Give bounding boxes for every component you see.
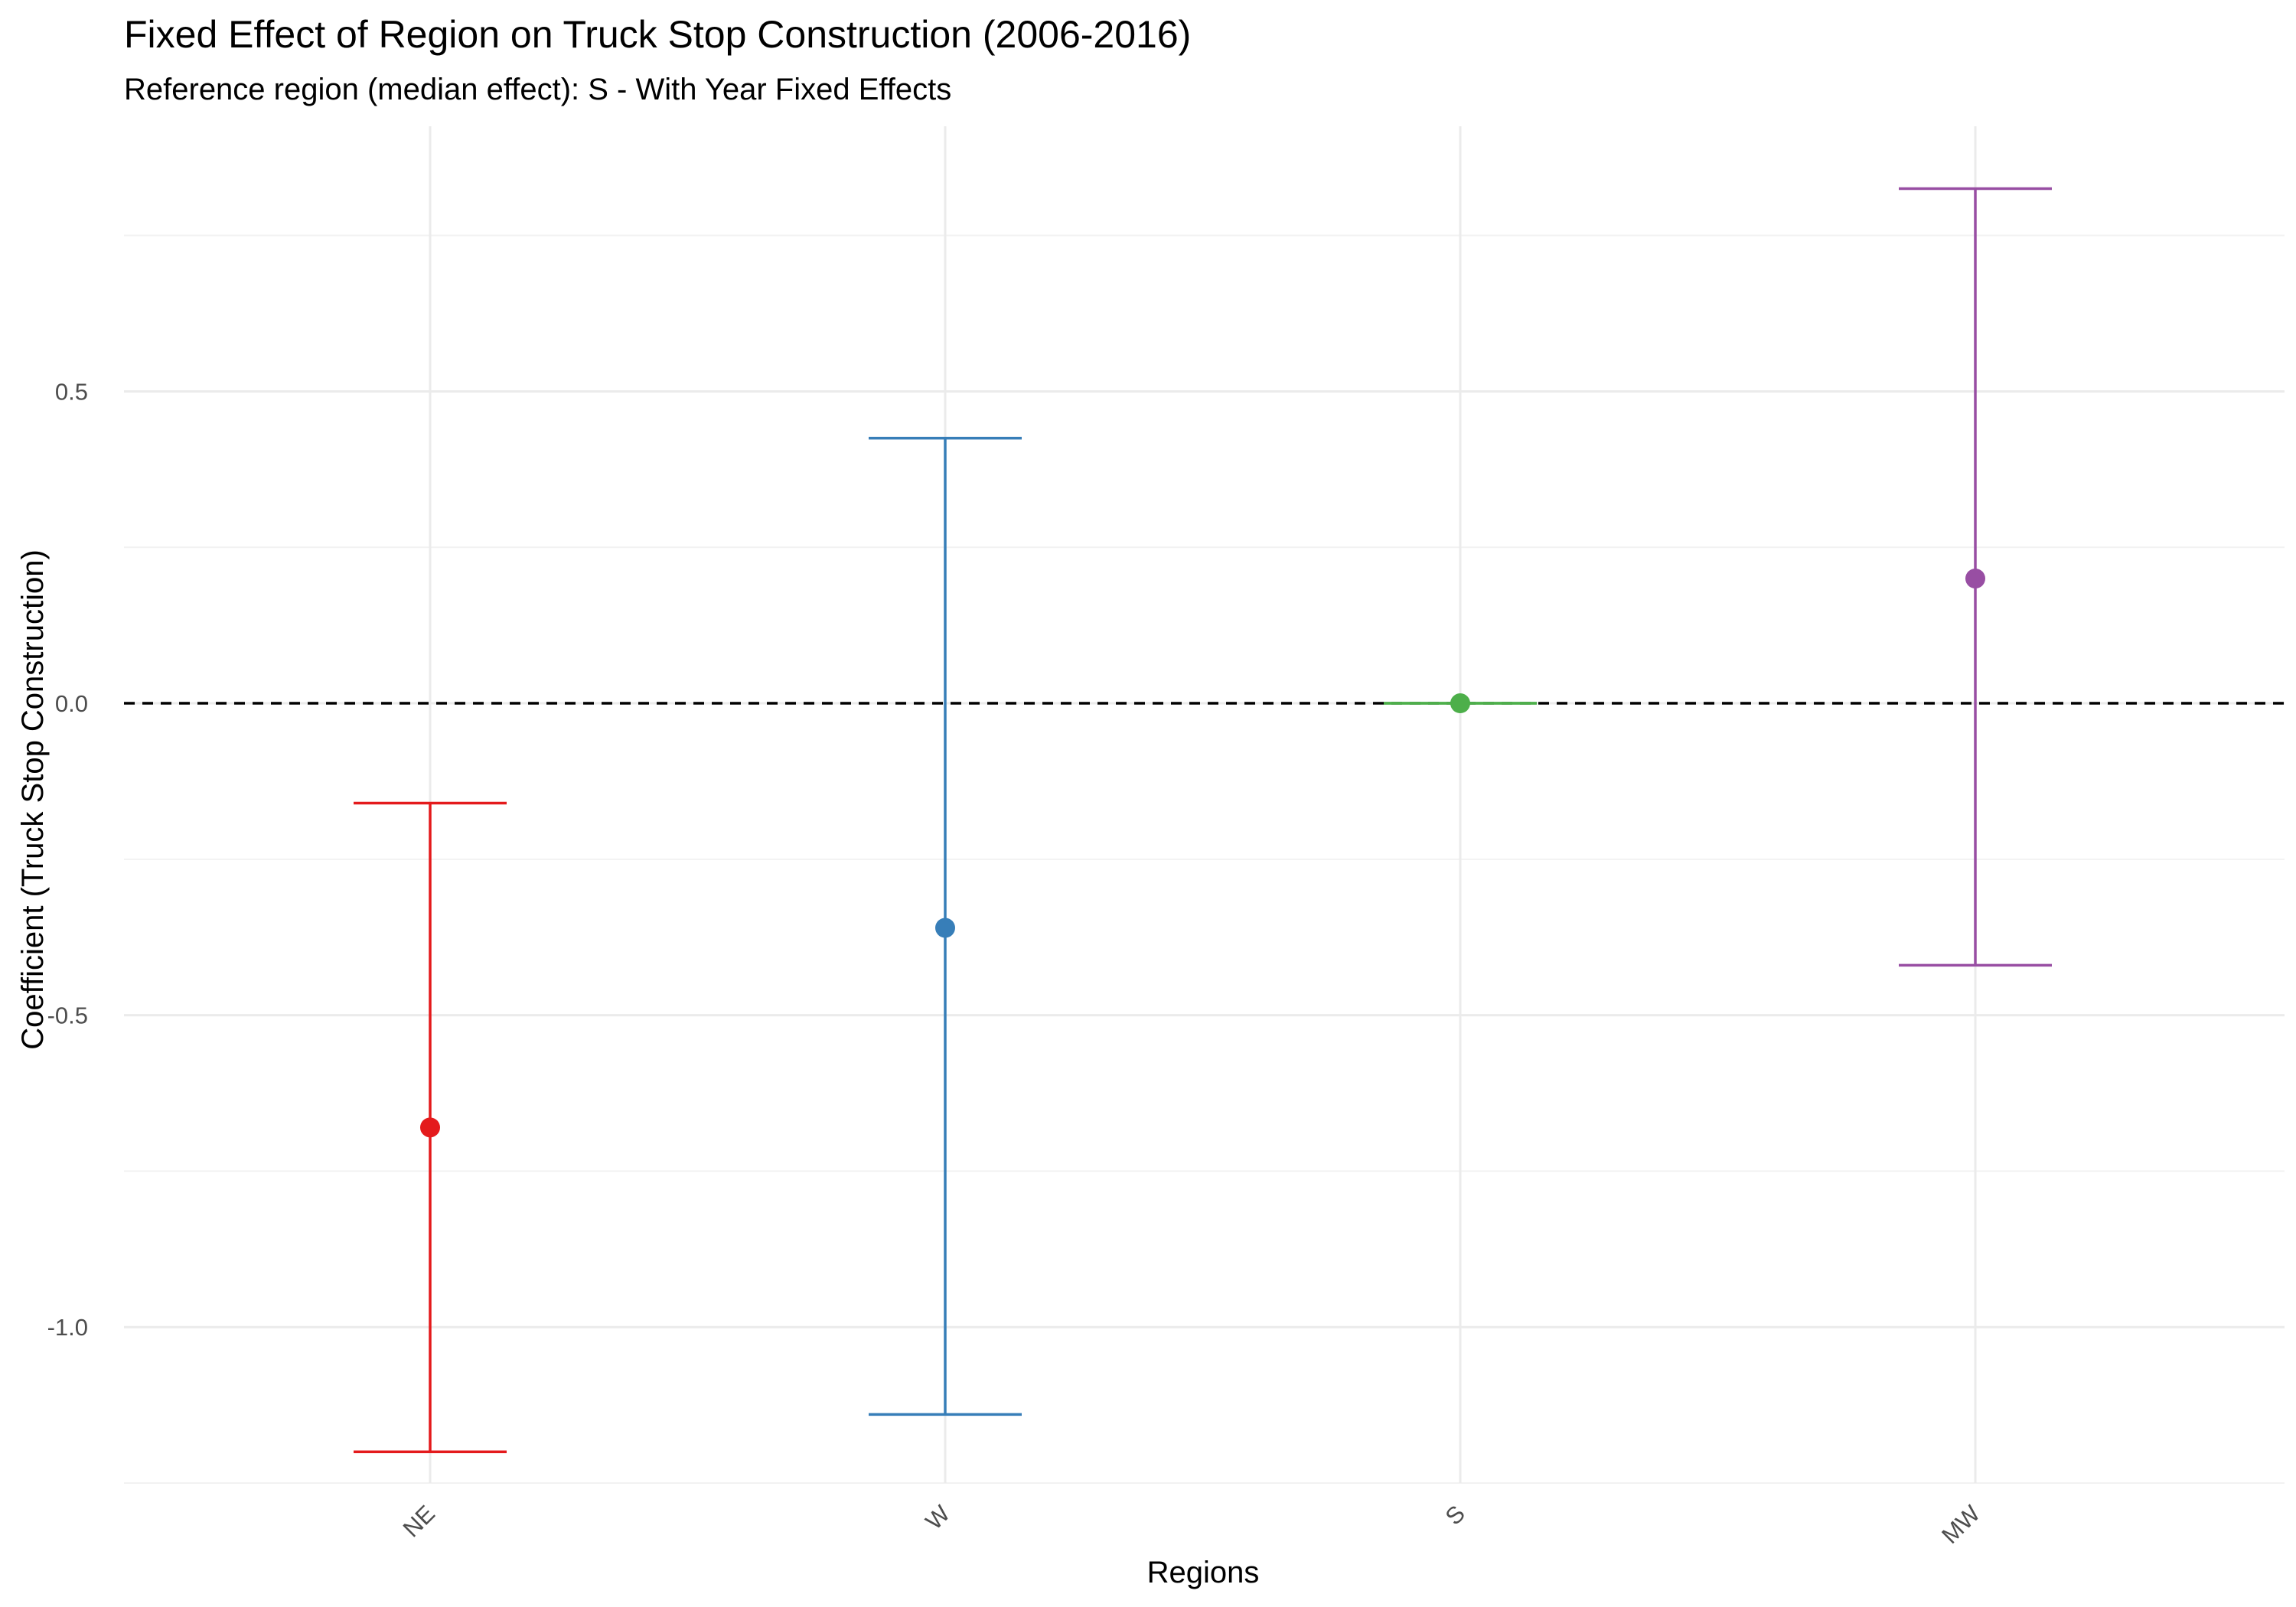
chart-title: Fixed Effect of Region on Truck Stop Con… (124, 13, 1191, 56)
points (420, 569, 1985, 1138)
y-tick-label: 0.5 (55, 378, 88, 405)
y-tick-label: -0.5 (47, 1002, 88, 1029)
x-tick-label: MW (1936, 1500, 1985, 1549)
point-mw (1965, 569, 1985, 588)
point-w (935, 918, 955, 938)
x-tick-label: S (1440, 1500, 1470, 1530)
x-tick-label: NE (398, 1500, 440, 1542)
y-axis-label: Coefficient (Truck Stop Construction) (16, 549, 50, 1050)
grid (124, 126, 2285, 1484)
x-axis-label: Regions (1147, 1556, 1260, 1589)
y-tick-label: 0.0 (55, 690, 88, 717)
y-tick-label: -1.0 (47, 1314, 88, 1341)
point-s (1450, 693, 1470, 714)
point-ne (420, 1117, 440, 1138)
error-bars (354, 187, 2052, 1453)
x-tick-label: W (921, 1500, 956, 1535)
chart-subtitle: Reference region (median effect): S - Wi… (124, 73, 951, 106)
x-axis-ticks: NE W S MW (398, 1500, 1986, 1549)
y-axis-ticks: -1.0 -0.5 0.0 0.5 (47, 378, 88, 1341)
